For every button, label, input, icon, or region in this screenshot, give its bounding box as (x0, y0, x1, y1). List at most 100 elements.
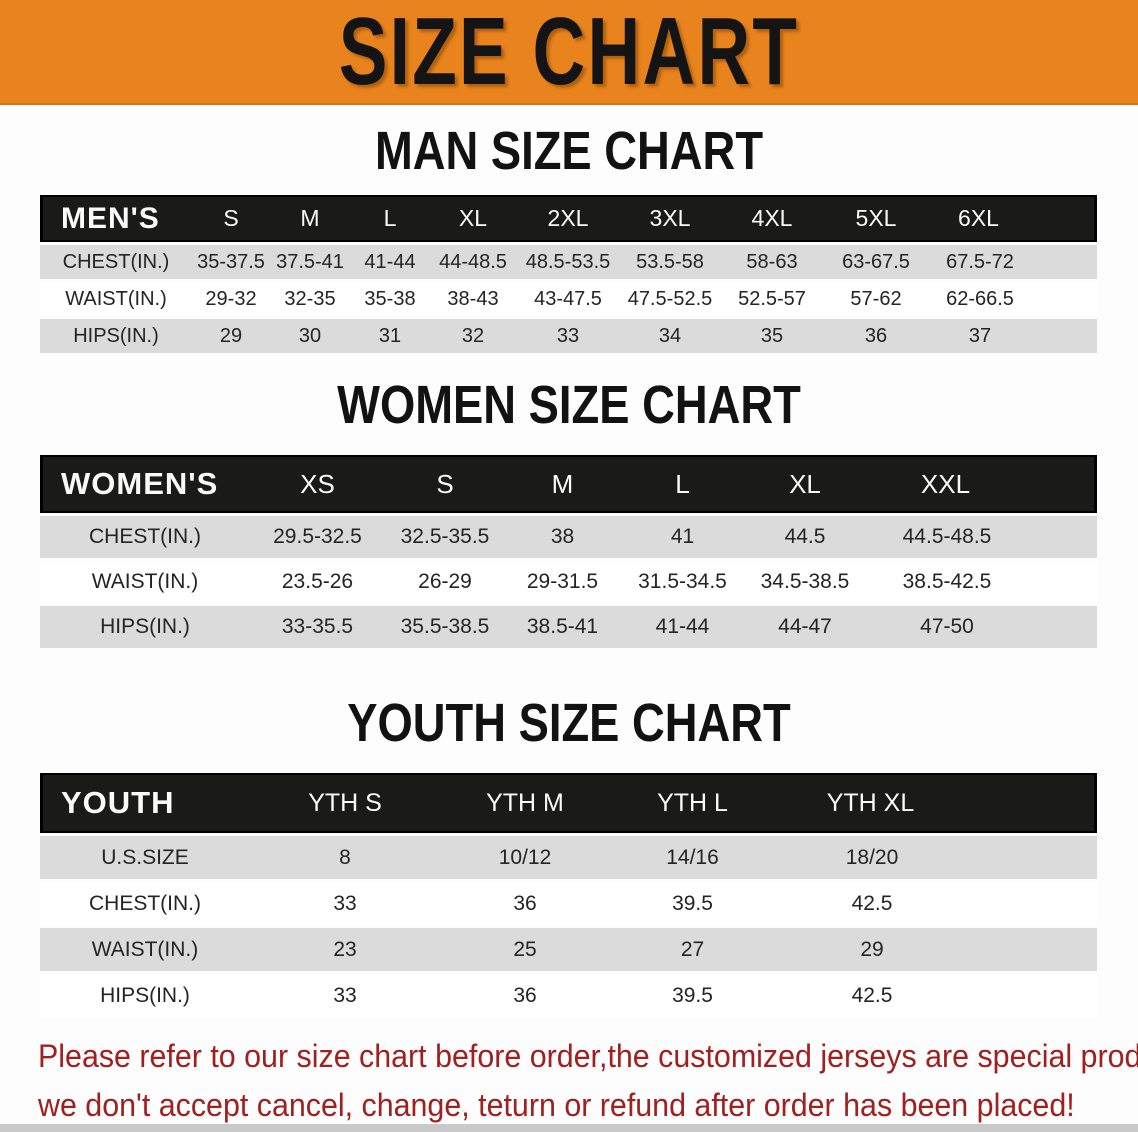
measurement-cell: 36 (440, 882, 610, 925)
row-label: HIPS(IN.) (40, 606, 250, 648)
measurement-cell: 41-44 (620, 606, 745, 648)
measurement-cell: 44-48.5 (430, 245, 516, 279)
measurement-cell: 36 (440, 974, 610, 1017)
measurement-cell: 44.5-48.5 (865, 516, 1097, 558)
measurement-cell: 62-66.5 (928, 282, 1097, 316)
measurement-cell: 32.5-35.5 (385, 516, 505, 558)
measurement-cell: 30 (270, 319, 350, 353)
measurement-cell: 48.5-53.5 (516, 245, 620, 279)
measurement-row: U.S.SIZE 8 10/12 14/16 18/20 (40, 836, 1097, 879)
measurement-row: WAIST(IN.) 29-32 32-35 35-38 38-43 43-47.5 47.… (40, 282, 1097, 316)
measurement-cell: 41 (620, 516, 745, 558)
measurement-row: CHEST(IN.) 35-37.5 37.5-41 41-44 44-48.5 48.5… (40, 245, 1097, 279)
measurement-cell: 37 (928, 319, 1097, 353)
measurement-cell: 63-67.5 (824, 245, 928, 279)
banner: SIZE CHART (0, 0, 1138, 105)
measurement-cell: 38.5-41 (505, 606, 620, 648)
measurement-row: WAIST(IN.) 23 25 27 29 (40, 928, 1097, 971)
size-column-header: YTH L (610, 773, 775, 833)
measurement-cell: 47-50 (865, 606, 1097, 648)
measurement-cell: 32-35 (270, 282, 350, 316)
size-column-header: XS (250, 455, 385, 513)
measurement-cell: 27 (610, 928, 775, 971)
size-column-header: YTH S (250, 773, 440, 833)
size-column-header: 5XL (824, 195, 928, 242)
measurement-cell: 33 (250, 882, 440, 925)
size-column-header: S (192, 195, 270, 242)
size-column-header: 2XL (516, 195, 620, 242)
measurement-row: CHEST(IN.) 33 36 39.5 42.5 (40, 882, 1097, 925)
disclaimer-line-1: Please refer to our size chart before or… (38, 1038, 1138, 1074)
row-label: HIPS(IN.) (40, 974, 250, 1017)
measurement-cell: 31 (350, 319, 430, 353)
measurement-cell: 39.5 (610, 882, 775, 925)
size-column-header: XL (745, 455, 865, 513)
measurement-cell: 29 (192, 319, 270, 353)
size-column-header: 4XL (720, 195, 824, 242)
youth-section-title: YOUTH SIZE CHART (347, 693, 791, 753)
measurement-cell: 34 (620, 319, 720, 353)
measurement-cell: 29 (775, 928, 1097, 971)
size-column-header: M (505, 455, 620, 513)
measurement-cell: 23 (250, 928, 440, 971)
measurement-cell: 37.5-41 (270, 245, 350, 279)
group-label: WOMEN'S (40, 455, 250, 513)
measurement-cell: 67.5-72 (928, 245, 1097, 279)
row-label: CHEST(IN.) (40, 245, 192, 279)
measurement-cell: 52.5-57 (720, 282, 824, 316)
size-column-header: L (620, 455, 745, 513)
disclaimer: Please refer to our size chart before or… (38, 1032, 1138, 1130)
women-section-title: WOMEN SIZE CHART (337, 375, 801, 435)
row-label: WAIST(IN.) (40, 561, 250, 603)
measurement-cell: 14/16 (610, 836, 775, 879)
measurement-cell: 26-29 (385, 561, 505, 603)
measurement-cell: 29.5-32.5 (250, 516, 385, 558)
man-section-title: MAN SIZE CHART (374, 121, 764, 181)
measurement-cell: 18/20 (775, 836, 1097, 879)
measurement-cell: 35.5-38.5 (385, 606, 505, 648)
youth-size-table: YOUTH YTH S YTH M YTH L YTH XL U.S.SIZE 8 10/12… (40, 770, 1097, 1020)
measurement-cell: 32 (430, 319, 516, 353)
measurement-row: WAIST(IN.) 23.5-26 26-29 29-31.5 31.5-34.5 34… (40, 561, 1097, 603)
group-label: MEN'S (40, 195, 192, 242)
bottom-strip (0, 1124, 1138, 1132)
row-label: U.S.SIZE (40, 836, 250, 879)
size-column-header: YTH M (440, 773, 610, 833)
measurement-cell: 33 (250, 974, 440, 1017)
measurement-cell: 57-62 (824, 282, 928, 316)
measurement-cell: 43-47.5 (516, 282, 620, 316)
measurement-cell: 8 (250, 836, 440, 879)
page-title: SIZE CHART (338, 0, 800, 105)
measurement-cell: 10/12 (440, 836, 610, 879)
measurement-cell: 33 (516, 319, 620, 353)
size-column-header: 6XL (928, 195, 1097, 242)
measurement-cell: 58-63 (720, 245, 824, 279)
measurement-cell: 38 (505, 516, 620, 558)
size-header-row: MEN'S S M L XL 2XL 3XL 4XL 5XL 6XL (40, 195, 1097, 242)
row-label: CHEST(IN.) (40, 882, 250, 925)
measurement-cell: 31.5-34.5 (620, 561, 745, 603)
row-label: HIPS(IN.) (40, 319, 192, 353)
measurement-cell: 35-38 (350, 282, 430, 316)
measurement-cell: 38.5-42.5 (865, 561, 1097, 603)
size-column-header: XL (430, 195, 516, 242)
size-column-header: M (270, 195, 350, 242)
measurement-cell: 38-43 (430, 282, 516, 316)
size-column-header: L (350, 195, 430, 242)
measurement-row: HIPS(IN.) 33-35.5 35.5-38.5 38.5-41 41-44 44-… (40, 606, 1097, 648)
disclaimer-line-2: we don't accept cancel, change, teturn o… (38, 1087, 1075, 1123)
measurement-cell: 41-44 (350, 245, 430, 279)
size-header-row: WOMEN'S XS S M L XL XXL (40, 455, 1097, 513)
measurement-cell: 39.5 (610, 974, 775, 1017)
measurement-cell: 34.5-38.5 (745, 561, 865, 603)
measurement-row: HIPS(IN.) 29 30 31 32 33 34 35 36 37 (40, 319, 1097, 353)
measurement-cell: 29-32 (192, 282, 270, 316)
size-column-header: XXL (865, 455, 1097, 513)
size-header-row: YOUTH YTH S YTH M YTH L YTH XL (40, 773, 1097, 833)
measurement-cell: 36 (824, 319, 928, 353)
measurement-row: HIPS(IN.) 33 36 39.5 42.5 (40, 974, 1097, 1017)
group-label: YOUTH (40, 773, 250, 833)
row-label: WAIST(IN.) (40, 282, 192, 316)
measurement-row: CHEST(IN.) 29.5-32.5 32.5-35.5 38 41 44.5 44.5… (40, 516, 1097, 558)
